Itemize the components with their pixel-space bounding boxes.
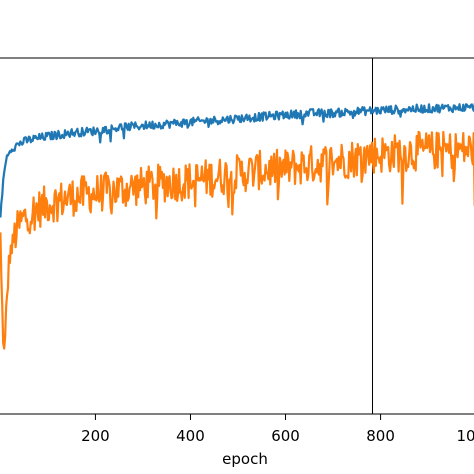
series-line-blue bbox=[0, 103, 474, 218]
x-axis: 200 400 600 800 1000 bbox=[81, 414, 474, 445]
x-tick-label: 200 bbox=[81, 427, 110, 445]
plot-frame bbox=[0, 57, 474, 415]
x-tick-label: 400 bbox=[176, 427, 205, 445]
x-axis-title: epoch bbox=[222, 450, 268, 468]
x-tick-label: 600 bbox=[271, 427, 300, 445]
x-tick-label: 1000 bbox=[457, 427, 474, 445]
series-line-orange bbox=[0, 130, 474, 350]
series-layer bbox=[0, 103, 474, 350]
x-tick-label: 800 bbox=[366, 427, 395, 445]
